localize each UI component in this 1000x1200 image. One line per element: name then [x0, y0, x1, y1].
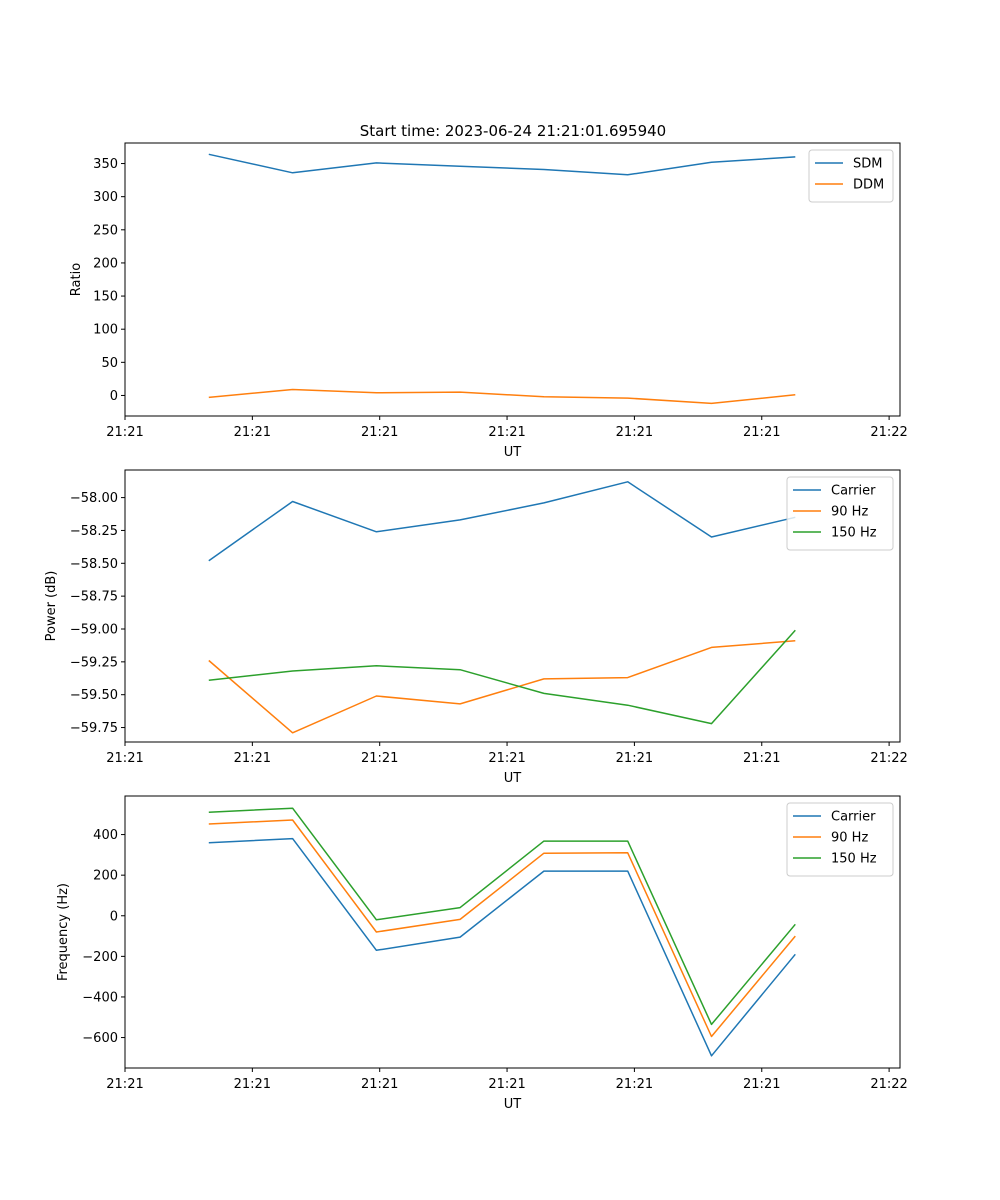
y-tick-label: −58.50 — [70, 557, 118, 572]
x-tick-label: 21:22 — [870, 425, 907, 440]
y-tick-label: 0 — [110, 909, 118, 924]
y-tick-label: −59.25 — [70, 655, 118, 670]
x-tick-label: 21:21 — [361, 425, 398, 440]
axes-frame — [124, 469, 901, 743]
y-tick-label: 150 — [93, 290, 118, 305]
y-tick-label: −59.75 — [70, 721, 118, 736]
legend-label: 150 Hz — [831, 526, 877, 541]
y-tick-label: −200 — [82, 950, 118, 965]
y-tick-label: 0 — [110, 389, 118, 404]
subplot-2: 21:21 21:21 21:21 21:21 21:21 21:21 21:22 −59.7… — [44, 469, 908, 786]
x-tick-label: 21:22 — [870, 751, 907, 766]
legend-label: 90 Hz — [831, 505, 868, 520]
series-line-150-hz — [208, 807, 796, 1026]
axes-frame — [124, 795, 901, 1069]
x-axis-label: UT — [504, 1097, 522, 1112]
legend-label: 90 Hz — [831, 831, 868, 846]
subplots: 21:21 21:21 21:21 21:21 21:21 21:21 21:22 0 50 10… — [44, 142, 908, 1112]
y-tick-label: 50 — [101, 356, 118, 371]
x-tick-label: 21:21 — [361, 751, 398, 766]
legend: Carrier 90 Hz 150 Hz — [786, 476, 894, 551]
legend: Carrier 90 Hz 150 Hz — [786, 802, 894, 877]
y-tick-label: 250 — [93, 223, 118, 238]
series-line-ddm — [208, 388, 796, 405]
x-axis-label: UT — [504, 445, 522, 460]
x-tick-label: 21:21 — [106, 1077, 143, 1092]
y-tick-label: 200 — [93, 256, 118, 271]
x-tick-label: 21:21 — [234, 1077, 271, 1092]
y-tick-label: 350 — [93, 157, 118, 172]
x-tick-label: 21:22 — [870, 1077, 907, 1092]
x-tick-label: 21:21 — [616, 1077, 653, 1092]
y-tick-label: −59.50 — [70, 688, 118, 703]
x-tick-label: 21:21 — [743, 751, 780, 766]
y-tick-label: 100 — [93, 323, 118, 338]
x-tick-label: 21:21 — [616, 425, 653, 440]
series-line-90-hz — [208, 819, 796, 1038]
y-axis-label: Ratio — [69, 263, 84, 296]
series-line-sdm — [208, 153, 796, 176]
x-tick-label: 21:21 — [361, 1077, 398, 1092]
x-tick-label: 21:21 — [488, 751, 525, 766]
y-tick-label: 200 — [93, 869, 118, 884]
y-tick-label: −59.00 — [70, 622, 118, 637]
x-tick-label: 21:21 — [488, 1077, 525, 1092]
legend-label: DDM — [853, 178, 884, 193]
x-tick-label: 21:21 — [488, 425, 525, 440]
subplot-3: 21:21 21:21 21:21 21:21 21:21 21:21 21:22 −600 −… — [56, 795, 908, 1112]
subplot-1: 21:21 21:21 21:21 21:21 21:21 21:21 21:22 0 50 10… — [69, 142, 908, 460]
axes-frame — [124, 142, 901, 417]
series-line-carrier — [208, 837, 796, 1057]
x-tick-label: 21:21 — [234, 425, 271, 440]
legend-label: SDM — [853, 157, 882, 172]
x-tick-label: 21:21 — [106, 425, 143, 440]
x-tick-label: 21:21 — [234, 751, 271, 766]
y-tick-label: 400 — [93, 828, 118, 843]
y-axis-label: Power (dB) — [44, 571, 59, 642]
legend: SDM DDM — [808, 149, 894, 203]
x-tick-label: 21:21 — [743, 1077, 780, 1092]
series-line-carrier — [208, 481, 796, 562]
series-line-90-hz — [208, 640, 796, 734]
y-tick-label: −400 — [82, 990, 118, 1005]
series-line-150-hz — [208, 629, 796, 725]
legend-label: Carrier — [831, 484, 876, 499]
legend-label: 150 Hz — [831, 852, 877, 867]
x-axis-label: UT — [504, 771, 522, 786]
x-tick-label: 21:21 — [106, 751, 143, 766]
x-tick-label: 21:21 — [743, 425, 780, 440]
y-tick-label: 300 — [93, 190, 118, 205]
x-tick-label: 21:21 — [616, 751, 653, 766]
y-tick-label: −58.00 — [70, 491, 118, 506]
y-tick-label: −600 — [82, 1031, 118, 1046]
figure-title: Start time: 2023-06-24 21:21:01.695940 — [360, 122, 666, 140]
y-axis-label: Frequency (Hz) — [56, 883, 71, 981]
y-tick-label: −58.25 — [70, 524, 118, 539]
y-tick-label: −58.75 — [70, 590, 118, 605]
legend-label: Carrier — [831, 810, 876, 825]
